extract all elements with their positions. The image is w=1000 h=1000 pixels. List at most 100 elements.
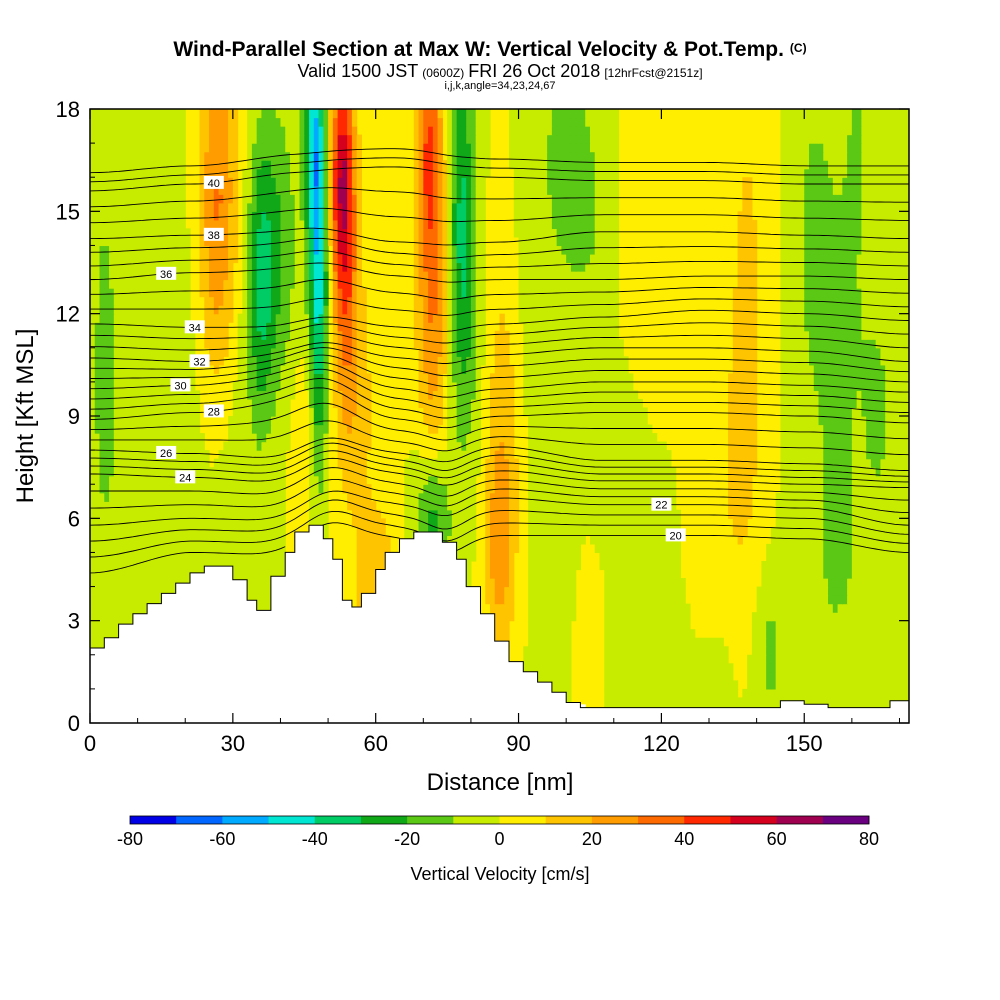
w-cell: [356, 475, 363, 485]
w-cell: [280, 416, 286, 426]
w-cell: [199, 467, 205, 477]
w-cell: [680, 637, 686, 647]
w-cell: [151, 424, 158, 434]
w-cell: [556, 603, 562, 613]
w-cell: [180, 552, 186, 562]
w-cell: [270, 543, 277, 554]
w-cell: [451, 475, 458, 485]
w-cell: [670, 620, 677, 630]
w-cell: [770, 646, 777, 656]
w-cell: [561, 407, 567, 417]
w-cell: [370, 578, 377, 588]
w-cell: [889, 509, 896, 519]
w-cell: [556, 629, 562, 639]
w-cell: [104, 603, 110, 613]
w-cell: [899, 441, 905, 451]
w-cell: [875, 501, 882, 511]
w-cell: [780, 671, 786, 681]
w-cell: [594, 509, 601, 519]
w-cell: [223, 535, 229, 545]
w-cell: [323, 424, 329, 434]
w-cell: [775, 526, 782, 536]
w-cell: [275, 569, 282, 579]
w-cell: [542, 492, 548, 502]
w-cell: [732, 441, 739, 451]
w-cell: [261, 441, 267, 451]
w-cell: [499, 509, 505, 519]
w-cell: [880, 595, 886, 605]
w-cell: [866, 424, 872, 434]
w-cell: [118, 595, 124, 605]
w-cell: [880, 501, 886, 511]
w-cell: [823, 663, 829, 673]
w-cell: [604, 398, 610, 409]
w-cell: [709, 654, 715, 664]
w-cell: [647, 663, 653, 673]
w-cell: [542, 535, 548, 545]
w-cell: [528, 663, 534, 673]
w-cell: [799, 543, 805, 554]
w-cell: [832, 629, 839, 639]
w-cell: [613, 688, 620, 699]
w-cell: [637, 560, 643, 571]
w-cell: [813, 552, 820, 562]
w-cell: [566, 680, 572, 690]
w-cell: [847, 680, 853, 690]
w-cell: [618, 526, 624, 536]
w-cell: [532, 467, 539, 477]
w-cell: [561, 620, 567, 630]
w-cell: [123, 501, 129, 511]
w-cell: [194, 509, 201, 519]
w-cell: [94, 586, 101, 596]
w-cell: [647, 629, 653, 639]
w-cell: [799, 560, 805, 571]
w-cell: [470, 484, 477, 494]
w-cell: [875, 407, 882, 417]
w-cell: [547, 501, 553, 511]
w-cell: [775, 680, 782, 690]
w-cell: [423, 416, 429, 426]
w-cell: [532, 390, 539, 400]
w-cell: [813, 467, 820, 477]
w-cell: [504, 578, 510, 588]
w-cell: [451, 441, 458, 451]
w-cell: [94, 441, 101, 451]
w-cell: [575, 526, 582, 536]
w-cell: [604, 518, 610, 528]
w-cell: [528, 416, 534, 426]
w-cell: [861, 509, 867, 519]
w-cell: [613, 441, 620, 451]
w-cell: [604, 535, 610, 545]
w-cell: [180, 569, 186, 579]
w-cell: [761, 680, 767, 690]
w-cell: [904, 595, 909, 605]
w-cell: [218, 560, 224, 571]
w-cell: [894, 595, 901, 605]
w-cell: [642, 612, 648, 622]
w-cell: [770, 586, 777, 596]
w-cell: [813, 697, 820, 707]
w-cell: [170, 552, 177, 562]
w-cell: [756, 697, 762, 707]
w-cell: [732, 680, 739, 690]
w-cell: [156, 518, 163, 528]
w-cell: [151, 467, 158, 477]
w-cell: [847, 416, 853, 426]
w-cell: [423, 509, 429, 519]
w-cell: [280, 501, 286, 511]
w-cell: [528, 560, 534, 571]
w-cell: [356, 416, 363, 426]
w-cell: [113, 629, 120, 639]
w-cell: [623, 467, 629, 477]
w-cell: [880, 560, 886, 571]
w-cell: [542, 416, 548, 426]
w-cell: [342, 433, 348, 443]
w-cell: [104, 416, 110, 426]
w-cell: [666, 646, 672, 656]
w-cell: [589, 492, 596, 502]
w-cell: [451, 484, 458, 494]
w-cell: [109, 595, 115, 605]
w-cell: [670, 509, 677, 519]
w-cell: [904, 663, 909, 673]
w-cell: [528, 458, 534, 468]
